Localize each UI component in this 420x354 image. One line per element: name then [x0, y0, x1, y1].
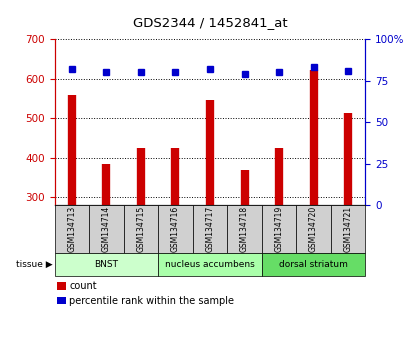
Text: GSM134717: GSM134717 [205, 206, 215, 252]
Text: tissue ▶: tissue ▶ [16, 260, 52, 269]
Text: GSM134716: GSM134716 [171, 206, 180, 252]
Text: GDS2344 / 1452841_at: GDS2344 / 1452841_at [133, 16, 287, 29]
Text: percentile rank within the sample: percentile rank within the sample [69, 296, 234, 306]
Text: GSM134718: GSM134718 [240, 206, 249, 252]
Text: GSM134719: GSM134719 [275, 206, 284, 252]
Text: GSM134720: GSM134720 [309, 206, 318, 252]
Text: dorsal striatum: dorsal striatum [279, 260, 348, 269]
Text: GSM134721: GSM134721 [344, 206, 353, 252]
Text: GSM134713: GSM134713 [67, 206, 76, 252]
Text: count: count [69, 281, 97, 291]
Text: BNST: BNST [94, 260, 118, 269]
Text: nucleus accumbens: nucleus accumbens [165, 260, 255, 269]
Text: GSM134715: GSM134715 [136, 206, 145, 252]
Text: GSM134714: GSM134714 [102, 206, 111, 252]
